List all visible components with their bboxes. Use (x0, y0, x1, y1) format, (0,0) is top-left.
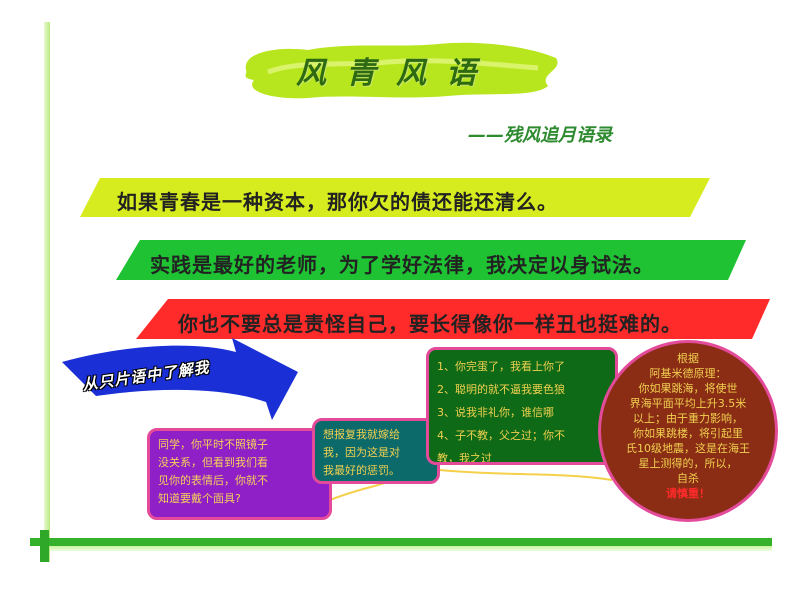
banner-1-shape (80, 178, 710, 217)
title-blob (245, 42, 558, 99)
note-purple-line: 没关系，但看到我们看 (158, 456, 268, 469)
note-purple-line: 见你的表情后，你就不 (158, 474, 268, 487)
note-teal: 想报复我就嫁给 我，因为这是对 我最好的惩罚。 (312, 418, 440, 484)
arrow-shape (62, 338, 298, 420)
page-subtitle: ——残风追月语录 (468, 125, 612, 146)
circle-line: 阿基米德原理： (649, 367, 727, 380)
circle-line: 根据 (677, 352, 699, 365)
circle-line: 界海平面平均上升3.5米 (629, 397, 747, 410)
note-green-line: 1、你完蛋了，我看上你了 (437, 360, 565, 373)
note-green: 1、你完蛋了，我看上你了 2、聪明的就不逼我要色狼 3、说我非礼你，谁信哪 4、… (426, 347, 618, 465)
frame-vertical-light-bar (44, 22, 50, 562)
banner-2-text: 实践是最好的老师，为了学好法律，我决定以身试法。 (150, 253, 654, 277)
banner-2-shape (116, 240, 746, 280)
circle-warning: 请慎重！ (666, 487, 710, 500)
note-purple-line: 同学，你平时不照镜子 (158, 438, 268, 451)
note-teal-line: 我最好的惩罚。 (323, 464, 400, 477)
circle-line: 以上；由于重力影响， (633, 412, 743, 425)
banner-3-text: 你也不要总是责怪自己，要长得像你一样丑也挺难的。 (178, 312, 682, 336)
note-purple: 同学，你平时不照镜子 没关系，但看到我们看 见你的表情后，你就不 知道要戴个面具… (147, 428, 332, 520)
note-purple-line: 知道要戴个面具? (158, 492, 241, 505)
note-green-line: 4、子不教，父之过；你不 (437, 429, 565, 442)
circle-line: 自杀 (677, 472, 699, 485)
circle-line: 你如果跳海，将使世 (638, 382, 738, 395)
note-teal-line: 我，因为这是对 (323, 446, 400, 459)
frame-horizontal-dark-bar (30, 538, 772, 546)
connector-line-mid (439, 469, 613, 481)
banner-1-text: 如果青春是一种资本，那你欠的债还能还清么。 (117, 190, 558, 214)
note-green-line: 3、说我非礼你，谁信哪 (437, 406, 554, 419)
circle-line: 星上测得的，所以， (638, 457, 738, 470)
page-title: 风青风语 (296, 56, 496, 91)
banner-3-shape (136, 299, 770, 339)
circle-line: 氏10级地震，这是在海王 (626, 442, 750, 455)
note-teal-line: 想报复我就嫁给 (323, 428, 400, 441)
note-circle: 根据 阿基米德原理： 你如果跳海，将使世 界海平面平均上升3.5米 以上；由于重… (598, 340, 778, 522)
frame-vertical-dark-bar (40, 530, 49, 562)
frame-horizontal-light-bar (50, 546, 772, 551)
circle-line: 你如果跳楼，将引起里 (633, 427, 743, 440)
note-green-line: 2、聪明的就不逼我要色狼 (437, 383, 565, 396)
note-green-line: 教，我之过 (437, 452, 492, 465)
